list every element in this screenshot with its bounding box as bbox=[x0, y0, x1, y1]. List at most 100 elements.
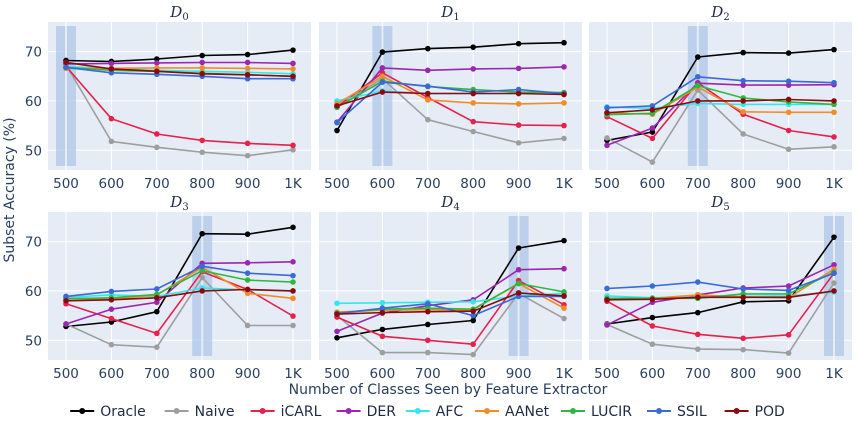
series-line-naive bbox=[606, 282, 835, 354]
data-point-ssil bbox=[740, 286, 746, 292]
legend-swatch-marker bbox=[259, 408, 266, 414]
x-tick-label: 500 bbox=[324, 366, 350, 382]
x-tick-label: 800 bbox=[730, 176, 756, 192]
series-line-oracle bbox=[65, 226, 294, 328]
data-point-pod bbox=[785, 294, 792, 301]
data-point-afc bbox=[334, 300, 340, 307]
data-point-oracle bbox=[831, 234, 837, 240]
data-point-pod bbox=[561, 91, 567, 98]
panel-5: D5 500 600 700 800 900 1K bbox=[589, 193, 852, 382]
data-point-ssil bbox=[199, 263, 205, 270]
data-point-naive bbox=[290, 322, 296, 329]
series-line-pod bbox=[606, 98, 835, 114]
panel-3: D3 50 60 70 500 600 700 800 900 1K bbox=[25, 193, 311, 382]
data-point-ssil bbox=[108, 288, 115, 295]
data-point-oracle bbox=[154, 308, 160, 315]
data-point-icarl bbox=[290, 142, 296, 149]
data-point-naive bbox=[561, 135, 567, 142]
data-point-naive bbox=[244, 322, 251, 329]
x-tick-label: 600 bbox=[640, 176, 666, 192]
data-point-pod bbox=[649, 107, 656, 113]
y-tick-label: 70 bbox=[25, 235, 42, 251]
data-point-der bbox=[379, 65, 386, 71]
y-tick-label: 60 bbox=[25, 284, 42, 300]
data-point-aanet bbox=[561, 305, 567, 312]
data-point-oracle bbox=[831, 46, 837, 53]
data-point-pod bbox=[695, 98, 701, 104]
series-line-aanet bbox=[65, 266, 294, 301]
data-point-oracle bbox=[740, 298, 746, 305]
data-point-oracle bbox=[695, 54, 701, 60]
data-point-pod bbox=[199, 288, 205, 294]
data-point-aanet bbox=[244, 65, 251, 72]
data-point-der bbox=[785, 82, 792, 88]
data-point-aanet bbox=[379, 73, 386, 80]
data-point-ssil bbox=[604, 285, 610, 292]
legend-label: AANet bbox=[505, 404, 550, 420]
data-point-icarl bbox=[379, 333, 386, 340]
data-point-oracle bbox=[154, 56, 160, 62]
data-point-pod bbox=[290, 288, 296, 294]
x-tick-label: 900 bbox=[235, 366, 261, 382]
panel-background bbox=[48, 22, 311, 170]
panel-title-subscript: 5 bbox=[723, 202, 729, 213]
data-point-lucir bbox=[695, 82, 701, 89]
data-point-naive bbox=[785, 146, 792, 153]
data-point-afc bbox=[379, 299, 386, 306]
data-point-ssil bbox=[515, 86, 522, 93]
data-point-naive bbox=[785, 350, 792, 356]
legend-item-naive: Naive bbox=[164, 404, 234, 420]
x-tick-label: 500 bbox=[53, 176, 79, 192]
data-point-naive bbox=[740, 346, 746, 353]
series-line-naive bbox=[336, 292, 565, 356]
data-point-der bbox=[63, 321, 69, 327]
data-point-der bbox=[649, 125, 656, 131]
data-point-der bbox=[561, 64, 567, 70]
data-point-naive bbox=[831, 280, 837, 286]
data-point-naive bbox=[425, 349, 431, 356]
x-tick-label: 900 bbox=[235, 176, 261, 192]
data-point-icarl bbox=[515, 122, 522, 128]
data-point-aanet bbox=[425, 97, 431, 103]
data-point-naive bbox=[649, 341, 656, 348]
data-point-pod bbox=[108, 297, 115, 303]
series-line-der bbox=[336, 66, 565, 123]
data-point-pod bbox=[425, 90, 431, 97]
series-line-ssil bbox=[606, 76, 835, 109]
data-point-pod bbox=[63, 298, 69, 304]
data-point-pod bbox=[334, 103, 340, 109]
data-point-naive bbox=[199, 149, 205, 156]
x-tick-label: 1K bbox=[555, 366, 574, 382]
y-tick-label: 70 bbox=[25, 45, 42, 61]
x-tick-label: 900 bbox=[506, 366, 532, 382]
data-point-oracle bbox=[379, 49, 386, 55]
data-point-ssil bbox=[290, 272, 296, 279]
panel-background bbox=[48, 212, 311, 360]
series-line-ssil bbox=[336, 295, 564, 317]
data-point-pod bbox=[740, 98, 746, 104]
data-point-oracle bbox=[425, 45, 431, 52]
data-point-ssil bbox=[695, 73, 701, 80]
data-point-naive bbox=[695, 346, 701, 352]
data-point-pod bbox=[515, 90, 522, 97]
data-point-lucir bbox=[244, 277, 251, 283]
data-point-der bbox=[334, 328, 340, 335]
panel-title: D5 bbox=[710, 193, 729, 213]
data-point-oracle bbox=[334, 127, 340, 134]
data-point-naive bbox=[470, 351, 477, 358]
data-point-ssil bbox=[785, 78, 792, 84]
data-point-oracle bbox=[334, 335, 340, 341]
x-tick-label: 500 bbox=[53, 366, 79, 382]
data-point-oracle bbox=[199, 52, 205, 59]
data-point-oracle bbox=[649, 129, 656, 135]
x-tick-label: 600 bbox=[640, 366, 666, 382]
data-point-pod bbox=[244, 71, 251, 78]
data-point-ssil bbox=[379, 305, 386, 312]
series-line-der bbox=[606, 264, 835, 326]
data-point-naive bbox=[154, 344, 160, 350]
data-point-icarl bbox=[154, 131, 160, 137]
x-tick-label: 500 bbox=[594, 366, 620, 382]
x-tick-label: 600 bbox=[99, 366, 125, 382]
series-line-pod bbox=[336, 91, 565, 107]
